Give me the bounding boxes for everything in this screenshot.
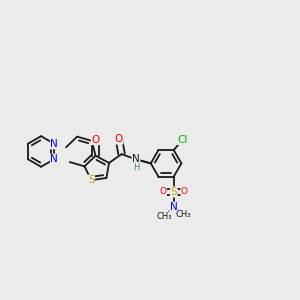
Text: Cl: Cl xyxy=(177,134,188,145)
Text: H: H xyxy=(133,163,139,172)
Text: S: S xyxy=(170,187,177,197)
Text: N: N xyxy=(50,154,58,164)
Text: S: S xyxy=(88,175,94,185)
Text: O: O xyxy=(181,188,188,196)
Text: N: N xyxy=(132,154,140,164)
Text: N: N xyxy=(50,139,58,149)
Text: O: O xyxy=(92,135,100,145)
Text: O: O xyxy=(115,134,123,144)
Text: CH₃: CH₃ xyxy=(176,210,191,219)
Text: N: N xyxy=(170,202,178,212)
Text: O: O xyxy=(160,188,167,196)
Text: CH₃: CH₃ xyxy=(156,212,172,221)
